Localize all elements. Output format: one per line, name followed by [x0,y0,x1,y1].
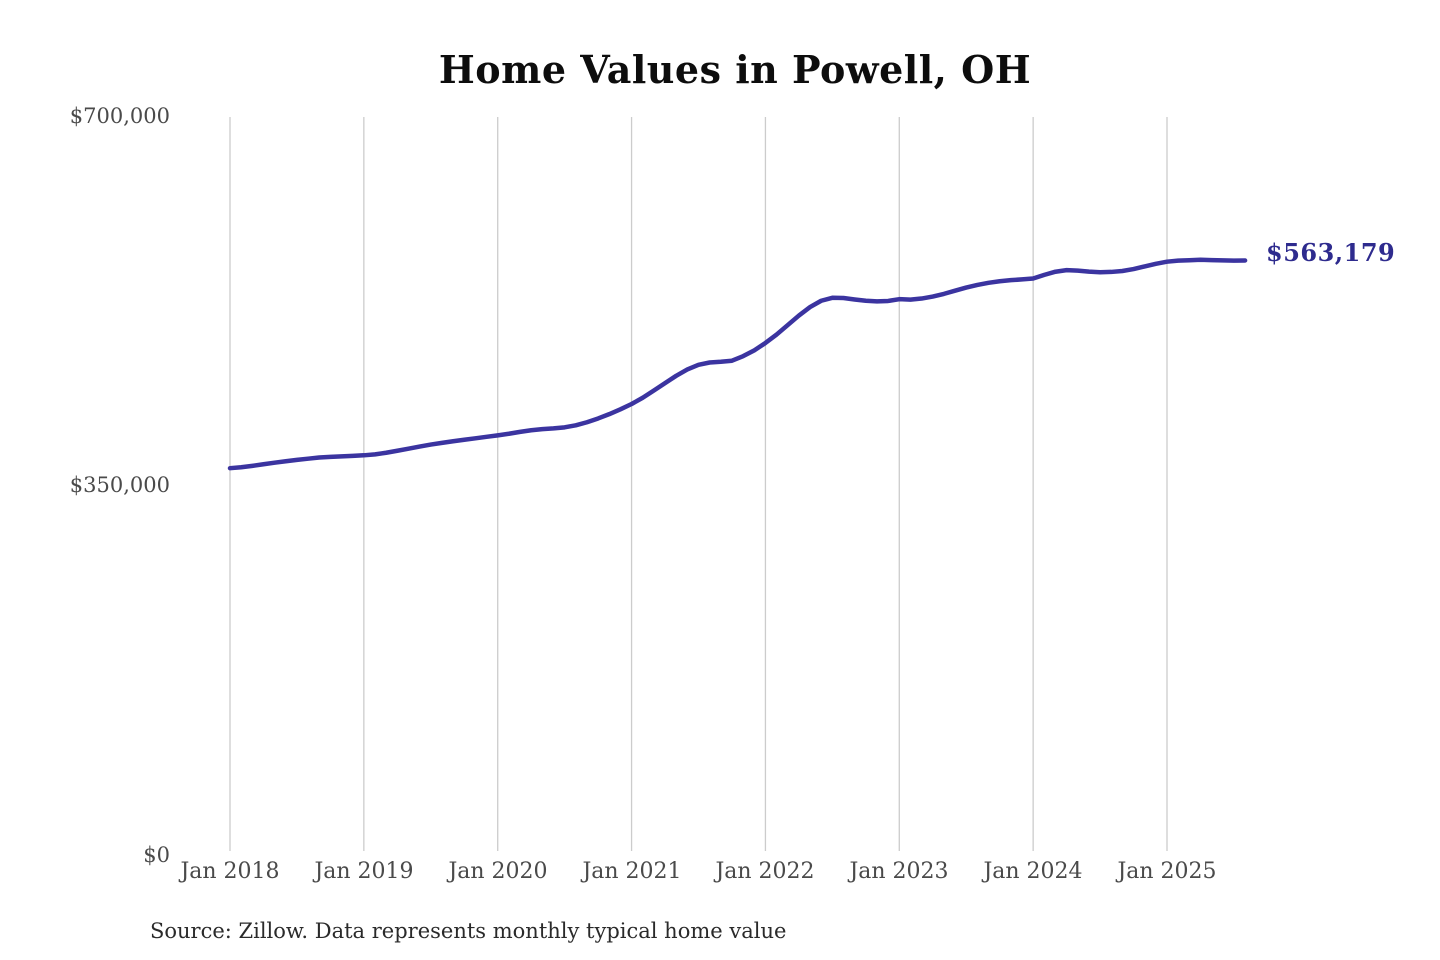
x-axis-tick-jan-2019: Jan 2019 [314,859,414,884]
x-axis-tick-jan-2018: Jan 2018 [180,859,280,884]
x-axis-tick-jan-2021: Jan 2021 [582,859,682,884]
x-axis-tick-jan-2020: Jan 2020 [448,859,548,884]
y-axis-tick-350k: $350,000 [69,473,170,497]
home-value-series-line [227,257,1248,471]
y-axis-tick-0: $0 [143,843,170,867]
x-axis-tick-jan-2024: Jan 2024 [983,859,1083,884]
source-note: Source: Zillow. Data represents monthly … [150,919,787,943]
chart-title: Home Values in Powell, OH [438,47,1032,92]
y-axis-tick-700k: $700,000 [69,104,170,128]
x-axis-tick-jan-2023: Jan 2023 [849,859,949,884]
x-axis-tick-jan-2022: Jan 2022 [715,859,815,884]
x-axis-tick-jan-2025: Jan 2025 [1117,859,1217,884]
latest-value-label: $563,179 [1266,238,1396,267]
